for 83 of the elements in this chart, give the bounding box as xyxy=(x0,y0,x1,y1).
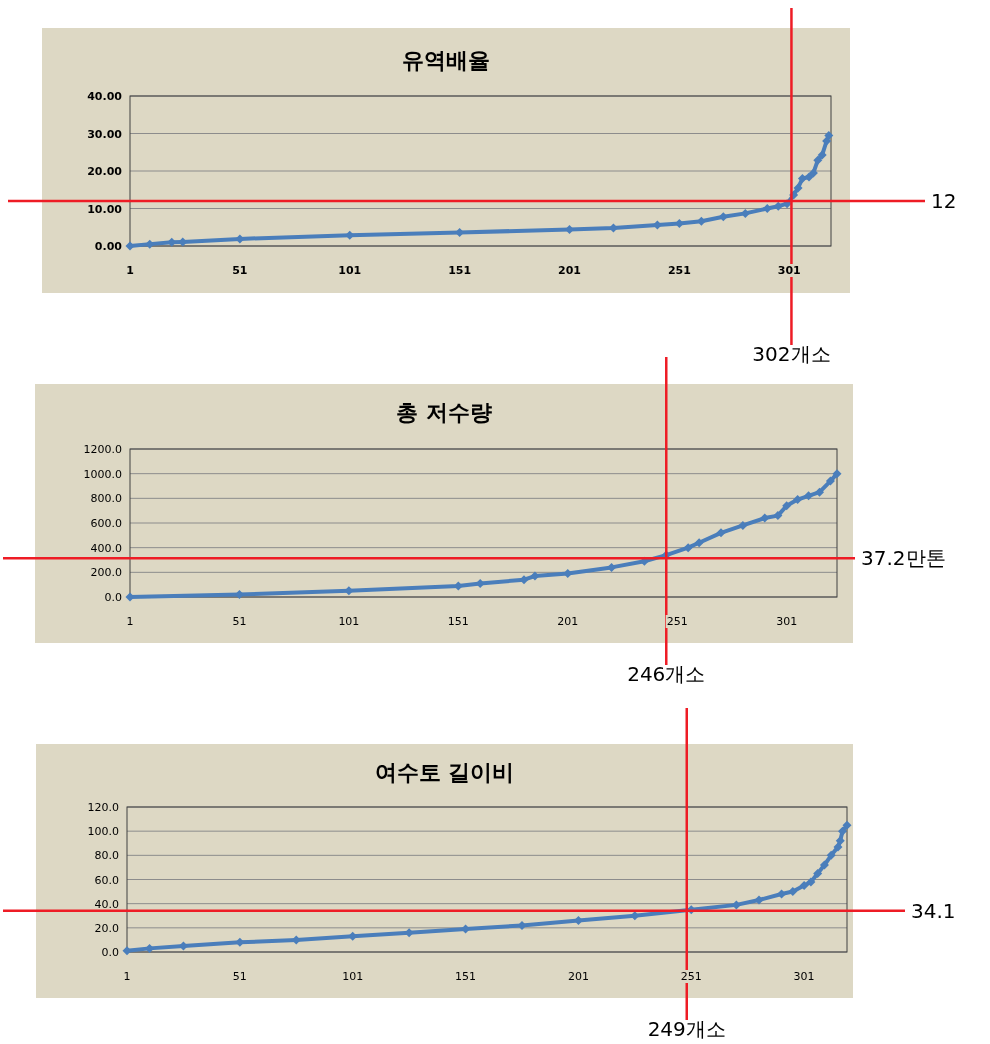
point xyxy=(819,860,829,870)
y-tick-label: 0.0 xyxy=(101,946,119,959)
point xyxy=(814,487,824,497)
point xyxy=(837,826,847,836)
point xyxy=(813,155,823,165)
x-tick-label: 51 xyxy=(232,615,247,628)
point xyxy=(806,877,816,887)
point xyxy=(793,495,803,505)
y-tick-label: 600.0 xyxy=(90,517,122,530)
ref-line-label: 12 xyxy=(931,189,957,213)
point xyxy=(826,850,836,860)
y-tick-label: 40.00 xyxy=(87,90,123,103)
chart-title: 여수토 길이비 xyxy=(374,760,515,785)
point xyxy=(824,130,834,140)
y-tick-label: 20.00 xyxy=(87,165,123,178)
x-tick-label: 1 xyxy=(126,264,134,277)
x-tick-label: 151 xyxy=(447,615,469,628)
y-tick-label: 0.0 xyxy=(104,591,122,604)
x-tick-label: 151 xyxy=(455,970,477,983)
ref-line-label: 302개소 xyxy=(752,342,831,367)
point xyxy=(716,528,726,538)
chart-title: 총 저수량 xyxy=(396,400,492,425)
point xyxy=(799,881,809,891)
point xyxy=(565,225,574,234)
point xyxy=(788,887,798,897)
x-tick-label: 101 xyxy=(338,264,362,277)
x-tick-label: 201 xyxy=(558,264,581,277)
x-tick-label: 301 xyxy=(793,970,815,983)
point xyxy=(738,520,748,530)
point xyxy=(782,501,792,511)
x-tick-label: 301 xyxy=(777,264,801,277)
x-tick-label: 1 xyxy=(123,970,131,983)
x-tick-label: 301 xyxy=(776,615,798,628)
point xyxy=(842,820,852,830)
point xyxy=(607,562,617,572)
point xyxy=(773,511,783,521)
y-tick-label: 1200.0 xyxy=(83,443,122,456)
point xyxy=(832,469,842,479)
point xyxy=(793,183,803,193)
y-tick-label: 20.0 xyxy=(94,921,119,935)
point xyxy=(825,476,835,486)
x-tick-label: 51 xyxy=(232,264,248,277)
ref-line-label: 34.1 xyxy=(911,898,956,923)
point xyxy=(762,204,772,213)
y-tick-label: 1000.0 xyxy=(83,467,122,481)
point xyxy=(718,212,728,222)
point xyxy=(804,491,814,501)
point xyxy=(694,538,704,548)
ref-line-label: 246개소 xyxy=(627,662,706,687)
x-tick-label: 51 xyxy=(232,970,247,983)
point xyxy=(808,168,818,178)
y-tick-label: 0.00 xyxy=(94,240,123,253)
y-tick-label: 120.0 xyxy=(87,801,119,814)
y-tick-label: 800.0 xyxy=(90,492,122,506)
y-tick-label: 400.0 xyxy=(90,541,122,555)
x-tick-label: 251 xyxy=(666,615,688,628)
x-tick-label: 101 xyxy=(342,970,364,983)
y-tick-label: 100.0 xyxy=(87,825,119,839)
point xyxy=(683,543,693,553)
point xyxy=(833,842,843,852)
ref-line-label: 37.2만톤 xyxy=(861,546,946,571)
point xyxy=(754,895,764,905)
ref-line-label: 249개소 xyxy=(647,1017,726,1042)
x-tick-label: 201 xyxy=(557,615,579,628)
point xyxy=(813,868,823,878)
y-tick-label: 200.0 xyxy=(90,566,122,580)
x-tick-label: 251 xyxy=(680,970,702,983)
x-tick-label: 101 xyxy=(338,615,360,628)
point xyxy=(797,174,807,183)
y-tick-label: 80.0 xyxy=(94,849,119,863)
y-tick-label: 40.0 xyxy=(94,897,119,911)
x-tick-label: 151 xyxy=(448,264,472,277)
y-tick-label: 60.0 xyxy=(94,873,119,887)
point xyxy=(804,172,814,182)
chart-title: 유역배율 xyxy=(402,48,490,73)
point xyxy=(835,836,845,846)
x-tick-label: 251 xyxy=(667,264,691,277)
point xyxy=(125,241,135,251)
x-tick-label: 201 xyxy=(567,970,589,983)
y-tick-label: 30.00 xyxy=(87,127,123,141)
point xyxy=(817,150,827,160)
y-tick-label: 10.00 xyxy=(87,202,123,216)
x-tick-label: 1 xyxy=(126,615,134,628)
